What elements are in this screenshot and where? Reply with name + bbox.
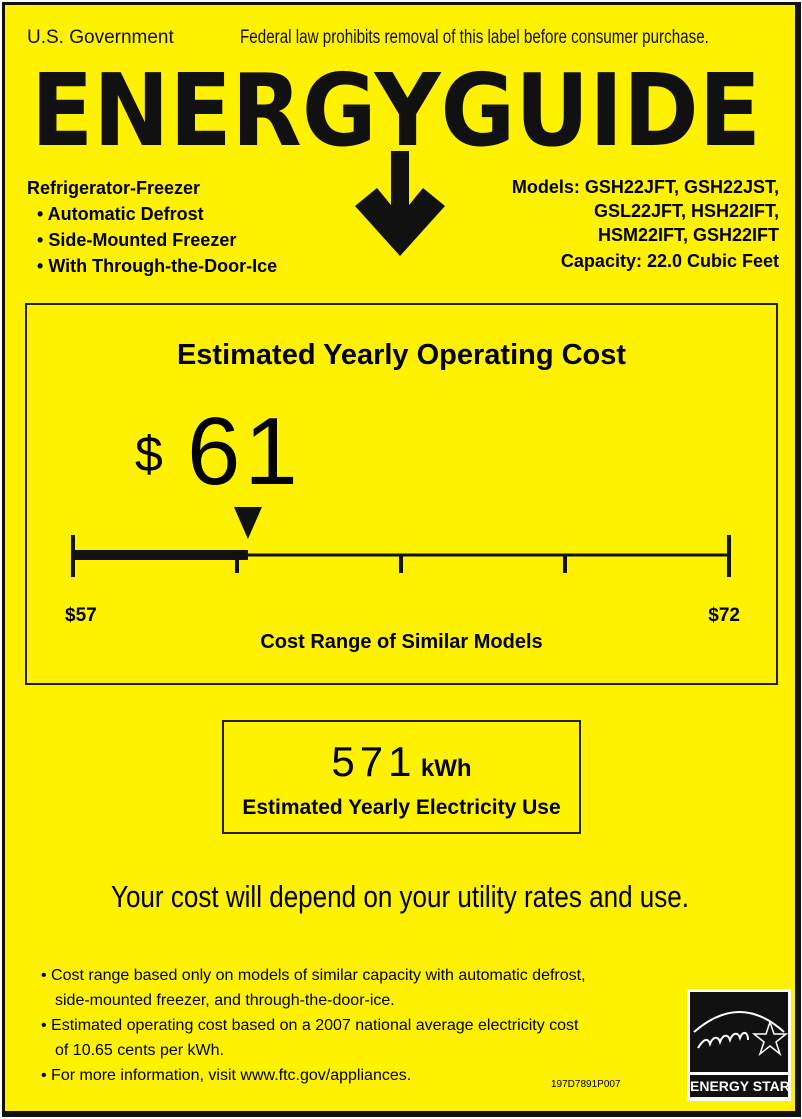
notes-list: • Cost range based only on models of sim… <box>41 963 586 1088</box>
electricity-use-box: 571 kWh Estimated Yearly Electricity Use <box>222 720 581 834</box>
energy-star-icon <box>690 992 788 1072</box>
note-item: • Estimated operating cost based on a 20… <box>41 1017 579 1059</box>
range-caption: Cost Range of Similar Models <box>260 631 543 653</box>
operating-cost-box: Estimated Yearly Operating Cost $ 61 $57… <box>25 303 778 685</box>
product-info: Refrigerator-Freezer • Automatic Defrost… <box>27 175 277 279</box>
kwh-row: 571 kWh <box>224 738 579 786</box>
capacity: Capacity: 22.0 Cubic Feet <box>560 251 779 271</box>
label-code: 197D7891P007 <box>551 1079 621 1090</box>
feature-list: • Automatic Defrost • Side-Mounted Freez… <box>27 201 277 279</box>
energy-star-logo: ENERGY STAR <box>687 989 791 1101</box>
note-item: • For more information, visit www.ftc.go… <box>41 1067 412 1084</box>
range-max-label: $72 <box>708 605 740 626</box>
government-text: U.S. Government <box>27 27 174 48</box>
disclaimer: Your cost will depend on your utility ra… <box>110 879 690 914</box>
feature-item: • Side-Mounted Freezer <box>37 230 237 250</box>
cost-title: Estimated Yearly Operating Cost <box>176 339 627 371</box>
models-line: HSM22IFT, GSH22IFT <box>597 225 779 245</box>
model-info: Models: GSH22JFT, GSH22JST, GSL22JFT, HS… <box>512 175 779 273</box>
cost-pointer <box>233 507 262 539</box>
kwh-value: 571 <box>331 738 417 785</box>
note-item: • Cost range based only on models of sim… <box>41 967 586 1009</box>
svg-text:ENERGYGUIDE: ENERGYGUIDE <box>31 52 761 169</box>
currency-symbol: $ <box>135 426 163 482</box>
models-line: Models: GSH22JFT, GSH22JST, <box>511 177 779 197</box>
kwh-caption: Estimated Yearly Electricity Use <box>242 796 561 819</box>
feature-item: • With Through-the-Door-Ice <box>37 256 278 276</box>
product-type: Refrigerator-Freezer <box>27 178 201 198</box>
feature-item: • Automatic Defrost <box>37 204 204 224</box>
legal-notice: Federal law prohibits removal of this la… <box>240 27 709 48</box>
cost-value: 61 <box>187 398 302 505</box>
energy-star-caption: ENERGY STAR <box>690 1075 790 1097</box>
cost-range-scale <box>71 507 731 577</box>
kwh-unit: kWh <box>420 755 472 782</box>
models-line: GSL22JFT, HSH22IFT, <box>593 201 779 221</box>
scale-fill <box>73 550 248 560</box>
range-min-label: $57 <box>65 605 97 626</box>
